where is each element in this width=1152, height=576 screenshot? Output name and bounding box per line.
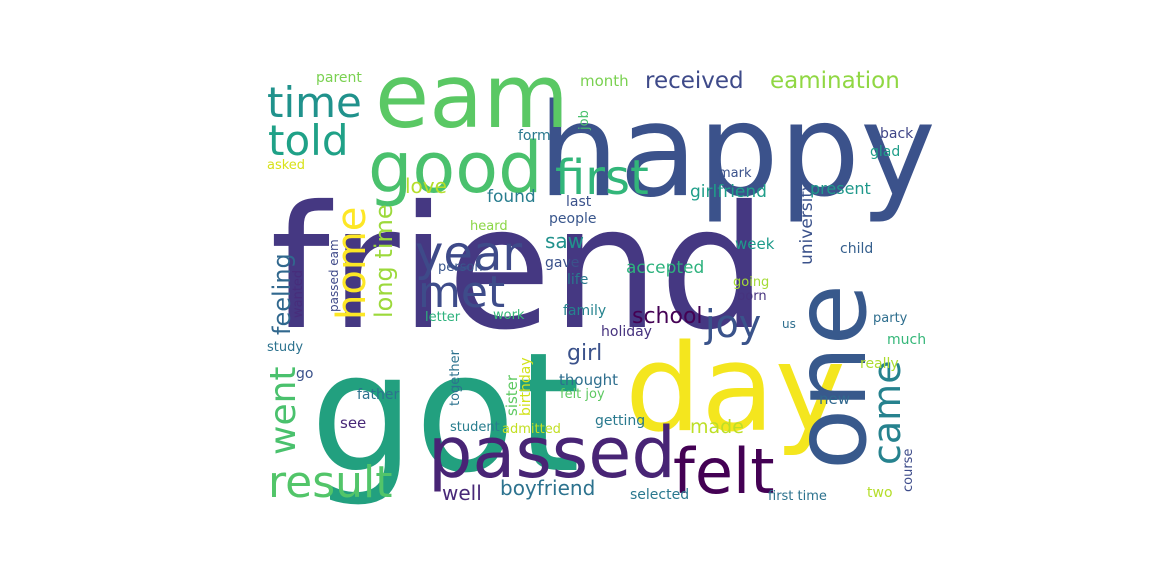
- word-birthday: birthday: [518, 357, 534, 416]
- word-day: day: [625, 320, 846, 459]
- word-came: came: [865, 360, 909, 465]
- word-met: met: [418, 267, 505, 318]
- word-admitted: admitted: [502, 422, 561, 437]
- word-wanted: wanted: [291, 270, 306, 318]
- word-present: present: [810, 179, 871, 198]
- word-glad: glad: [870, 144, 900, 160]
- word-study: study: [267, 340, 303, 355]
- word-two: two: [867, 485, 893, 501]
- word-job: job: [577, 110, 592, 131]
- word-love: love: [405, 174, 447, 198]
- word-boyfriend: boyfriend: [500, 476, 595, 500]
- word-university: university: [797, 181, 817, 265]
- word-back: back: [880, 126, 914, 142]
- word-felt: felt: [673, 435, 775, 508]
- word-home: home: [329, 207, 375, 320]
- word-first: first: [555, 150, 649, 206]
- word-girl: girl: [567, 341, 602, 366]
- word-much: much: [887, 332, 926, 348]
- word-accepted: accepted: [626, 258, 704, 278]
- word-getting: getting: [595, 413, 645, 429]
- word-us: us: [782, 317, 796, 331]
- word-selected: selected: [630, 487, 689, 503]
- word-eam: eam: [375, 45, 569, 148]
- word-feeling: feeling: [268, 253, 296, 335]
- word-go: go: [296, 366, 313, 382]
- word-result: result: [268, 457, 392, 508]
- word-passed: passed: [428, 412, 676, 494]
- word-holiday: holiday: [601, 324, 652, 340]
- word-together: together: [448, 349, 463, 406]
- word-child: child: [840, 241, 873, 257]
- word-good: good: [368, 127, 543, 209]
- word-people: people: [549, 211, 596, 227]
- word-life: life: [567, 272, 588, 288]
- word-joy: joy: [704, 302, 761, 346]
- word-week: week: [735, 235, 775, 253]
- word-passed-eam: passed eam: [327, 239, 341, 312]
- word-went: went: [263, 366, 304, 455]
- word-found: found: [487, 187, 536, 207]
- word-sister: sister: [503, 374, 521, 416]
- word-last: last: [566, 194, 592, 210]
- word-thought: thought: [559, 371, 618, 389]
- word-well: well: [442, 481, 482, 505]
- word-year: year: [415, 226, 522, 282]
- word-eamination: eamination: [770, 68, 900, 94]
- word-gave: gave: [545, 255, 579, 271]
- word-party: party: [873, 311, 908, 326]
- word-school: school: [632, 304, 703, 329]
- word-first-time: first time: [768, 489, 827, 504]
- word-mark: mark: [718, 166, 752, 181]
- word-friend: friend: [270, 170, 767, 368]
- word-work: work: [493, 308, 525, 323]
- word-born: born: [737, 289, 767, 304]
- word-course: course: [901, 449, 916, 492]
- word-long-time: long time: [370, 204, 398, 318]
- word-see: see: [340, 414, 366, 432]
- word-person: person: [438, 260, 483, 275]
- word-told: told: [268, 116, 349, 165]
- word-form: form: [518, 128, 551, 144]
- word-asked: asked: [267, 158, 305, 173]
- word-really: really: [860, 356, 899, 372]
- word-father: father: [357, 387, 399, 403]
- word-received: received: [645, 68, 744, 94]
- word-new: new: [819, 390, 850, 408]
- word-one: one: [772, 284, 889, 470]
- word-parent: parent: [316, 70, 362, 86]
- word-letter: letter: [425, 310, 461, 325]
- word-time: time: [267, 78, 362, 127]
- word-month: month: [580, 72, 629, 90]
- word-got: got: [310, 317, 580, 509]
- word-felt-joy: felt joy: [560, 387, 605, 402]
- word-girlfriend: girlfriend: [690, 182, 767, 202]
- word-student: student: [450, 420, 500, 435]
- word-family: family: [563, 303, 606, 319]
- word-saw: saw: [545, 229, 584, 253]
- word-heard: heard: [470, 219, 508, 234]
- word-made: made: [690, 416, 744, 438]
- word-happy: happy: [538, 77, 936, 226]
- word-going: going: [733, 275, 769, 290]
